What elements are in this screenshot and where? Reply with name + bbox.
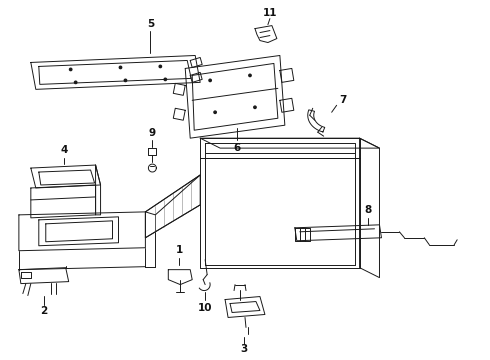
Text: 11: 11 xyxy=(263,8,277,18)
Text: 10: 10 xyxy=(198,302,212,312)
Text: 2: 2 xyxy=(40,306,48,316)
Circle shape xyxy=(119,66,122,69)
Text: 3: 3 xyxy=(241,345,247,354)
Circle shape xyxy=(209,79,211,82)
Text: 9: 9 xyxy=(149,128,156,138)
Circle shape xyxy=(159,65,162,68)
Circle shape xyxy=(74,81,77,84)
Circle shape xyxy=(214,111,216,113)
Circle shape xyxy=(164,78,167,81)
Circle shape xyxy=(124,79,126,82)
Text: 7: 7 xyxy=(339,95,346,105)
Circle shape xyxy=(249,74,251,77)
Circle shape xyxy=(70,68,72,71)
Text: 6: 6 xyxy=(233,143,241,153)
Text: 4: 4 xyxy=(60,145,68,155)
Text: 1: 1 xyxy=(175,245,183,255)
Circle shape xyxy=(254,106,256,108)
Text: 5: 5 xyxy=(147,19,154,28)
Text: 8: 8 xyxy=(364,205,371,215)
